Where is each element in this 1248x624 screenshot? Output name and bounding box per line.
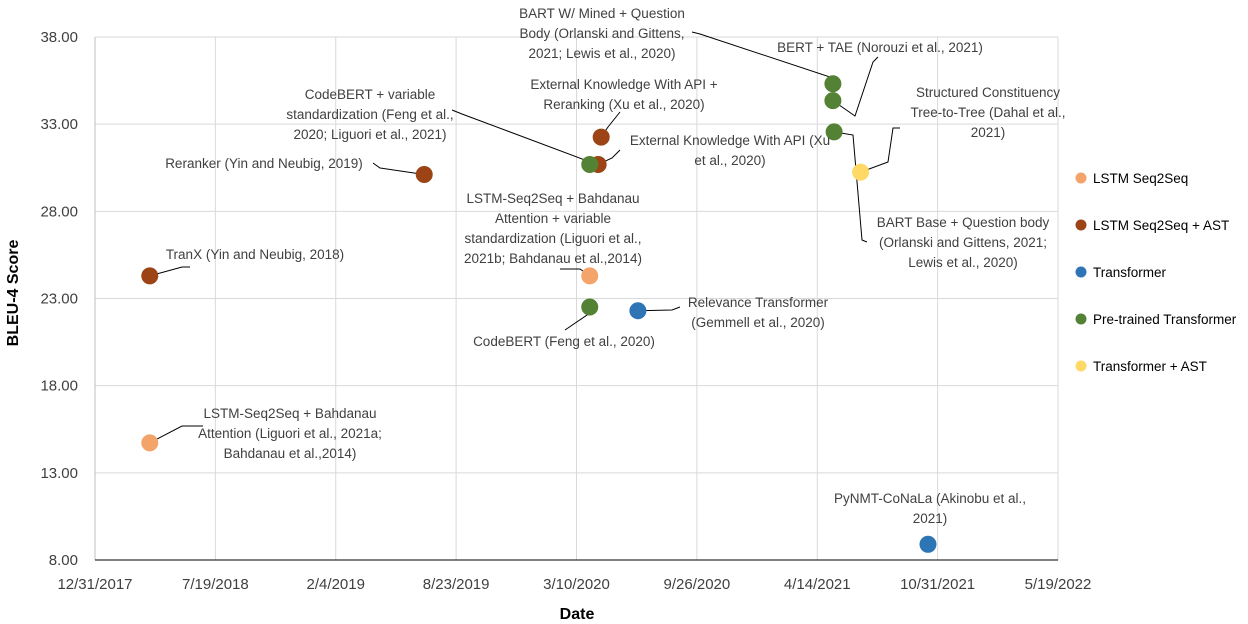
axes: 8.00 13.00 18.00 23.00 28.00 33.00 38.00 12/31/…	[40, 29, 1091, 593]
data-point	[629, 302, 647, 320]
annotation-leader-line	[834, 131, 868, 243]
data-point	[581, 298, 599, 316]
data-label: External Knowledge With API (Xu et al., 2…	[630, 133, 830, 168]
data-points	[141, 75, 937, 553]
annotation-leader-line	[832, 56, 879, 117]
y-tick-label: 23.00	[40, 291, 78, 308]
legend-label: Pre-trained Transformer	[1093, 312, 1237, 327]
x-tick-label: 9/26/2020	[664, 576, 731, 593]
data-label: BART W/ Mined + Question Body (Orlanski a…	[519, 6, 685, 61]
annotation-leader-line	[372, 162, 425, 176]
annotation-leader-line	[149, 266, 190, 277]
x-tick-label: 10/31/2021	[900, 576, 975, 593]
annotations: LSTM-Seq2Seq + Bahdanau Attention (Liguor…	[165, 6, 1065, 526]
data-point	[919, 535, 937, 553]
data-label: LSTM-Seq2Seq + Bahdanau Attention + varia…	[464, 191, 642, 266]
y-tick-label: 38.00	[40, 29, 78, 46]
legend-label: Transformer	[1093, 265, 1167, 280]
legend-marker	[1075, 219, 1087, 231]
grid	[94, 36, 1059, 561]
data-label: BERT + TAE (Norouzi et al., 2021)	[777, 40, 983, 55]
data-label: CodeBERT + variable standardization (Feng…	[286, 87, 453, 142]
legend-marker	[1075, 266, 1087, 278]
data-point	[581, 155, 599, 173]
data-label: LSTM-Seq2Seq + Bahdanau Attention (Liguor…	[198, 406, 382, 461]
data-point	[141, 434, 159, 452]
data-label: TranX (Yin and Neubig, 2018)	[166, 247, 344, 262]
data-label: PyNMT-CoNaLa (Akinobu et al., 2021)	[834, 491, 1026, 526]
data-point	[581, 267, 599, 285]
data-label: External Knowledge With API + Reranking (…	[530, 77, 717, 112]
legend-marker	[1075, 172, 1087, 184]
legend-marker	[1075, 313, 1087, 325]
legend-label: Transformer + AST	[1093, 359, 1207, 374]
legend-marker	[1075, 360, 1087, 372]
legend-label: LSTM Seq2Seq	[1093, 171, 1188, 186]
data-point	[592, 128, 610, 146]
data-point	[825, 123, 843, 141]
data-point	[824, 92, 842, 110]
y-tick-label: 33.00	[40, 116, 78, 133]
data-point	[141, 267, 159, 285]
x-tick-label: 12/31/2017	[57, 576, 132, 593]
annotation-leader-line	[860, 127, 900, 173]
data-label: BART Base + Question body (Orlanski and G…	[877, 215, 1050, 270]
data-label: Structured Constituency Tree-to-Tree (Dah…	[910, 85, 1065, 140]
y-tick-label: 28.00	[40, 203, 78, 220]
legend: LSTM Seq2Seq LSTM Seq2Seq + AST Transforme…	[1075, 171, 1237, 374]
x-tick-label: 2/4/2019	[307, 576, 365, 593]
data-label: Relevance Transformer (Gemmell et al., 20…	[688, 295, 829, 330]
y-tick-label: 18.00	[40, 378, 78, 395]
data-point	[824, 75, 842, 93]
y-tick-label: 13.00	[40, 465, 78, 482]
y-tick-label: 8.00	[49, 552, 78, 569]
annotation-leader-line	[451, 109, 591, 165]
x-tick-label: 5/19/2022	[1025, 576, 1092, 593]
data-label: Reranker (Yin and Neubig, 2019)	[165, 156, 363, 171]
x-tick-label: 4/14/2021	[784, 576, 851, 593]
x-tick-label: 3/10/2020	[543, 576, 610, 593]
y-axis-title: BLEU-4 Score	[5, 240, 22, 347]
annotation-leader-line	[149, 425, 203, 444]
data-point	[852, 163, 870, 181]
x-axis-title: Date	[560, 606, 595, 623]
data-point	[415, 166, 433, 184]
data-label: CodeBERT (Feng et al., 2020)	[473, 334, 655, 349]
x-tick-label: 8/23/2019	[423, 576, 490, 593]
annotation-leader-line	[637, 306, 681, 312]
x-tick-label: 7/19/2018	[182, 576, 249, 593]
legend-label: LSTM Seq2Seq + AST	[1093, 218, 1229, 233]
